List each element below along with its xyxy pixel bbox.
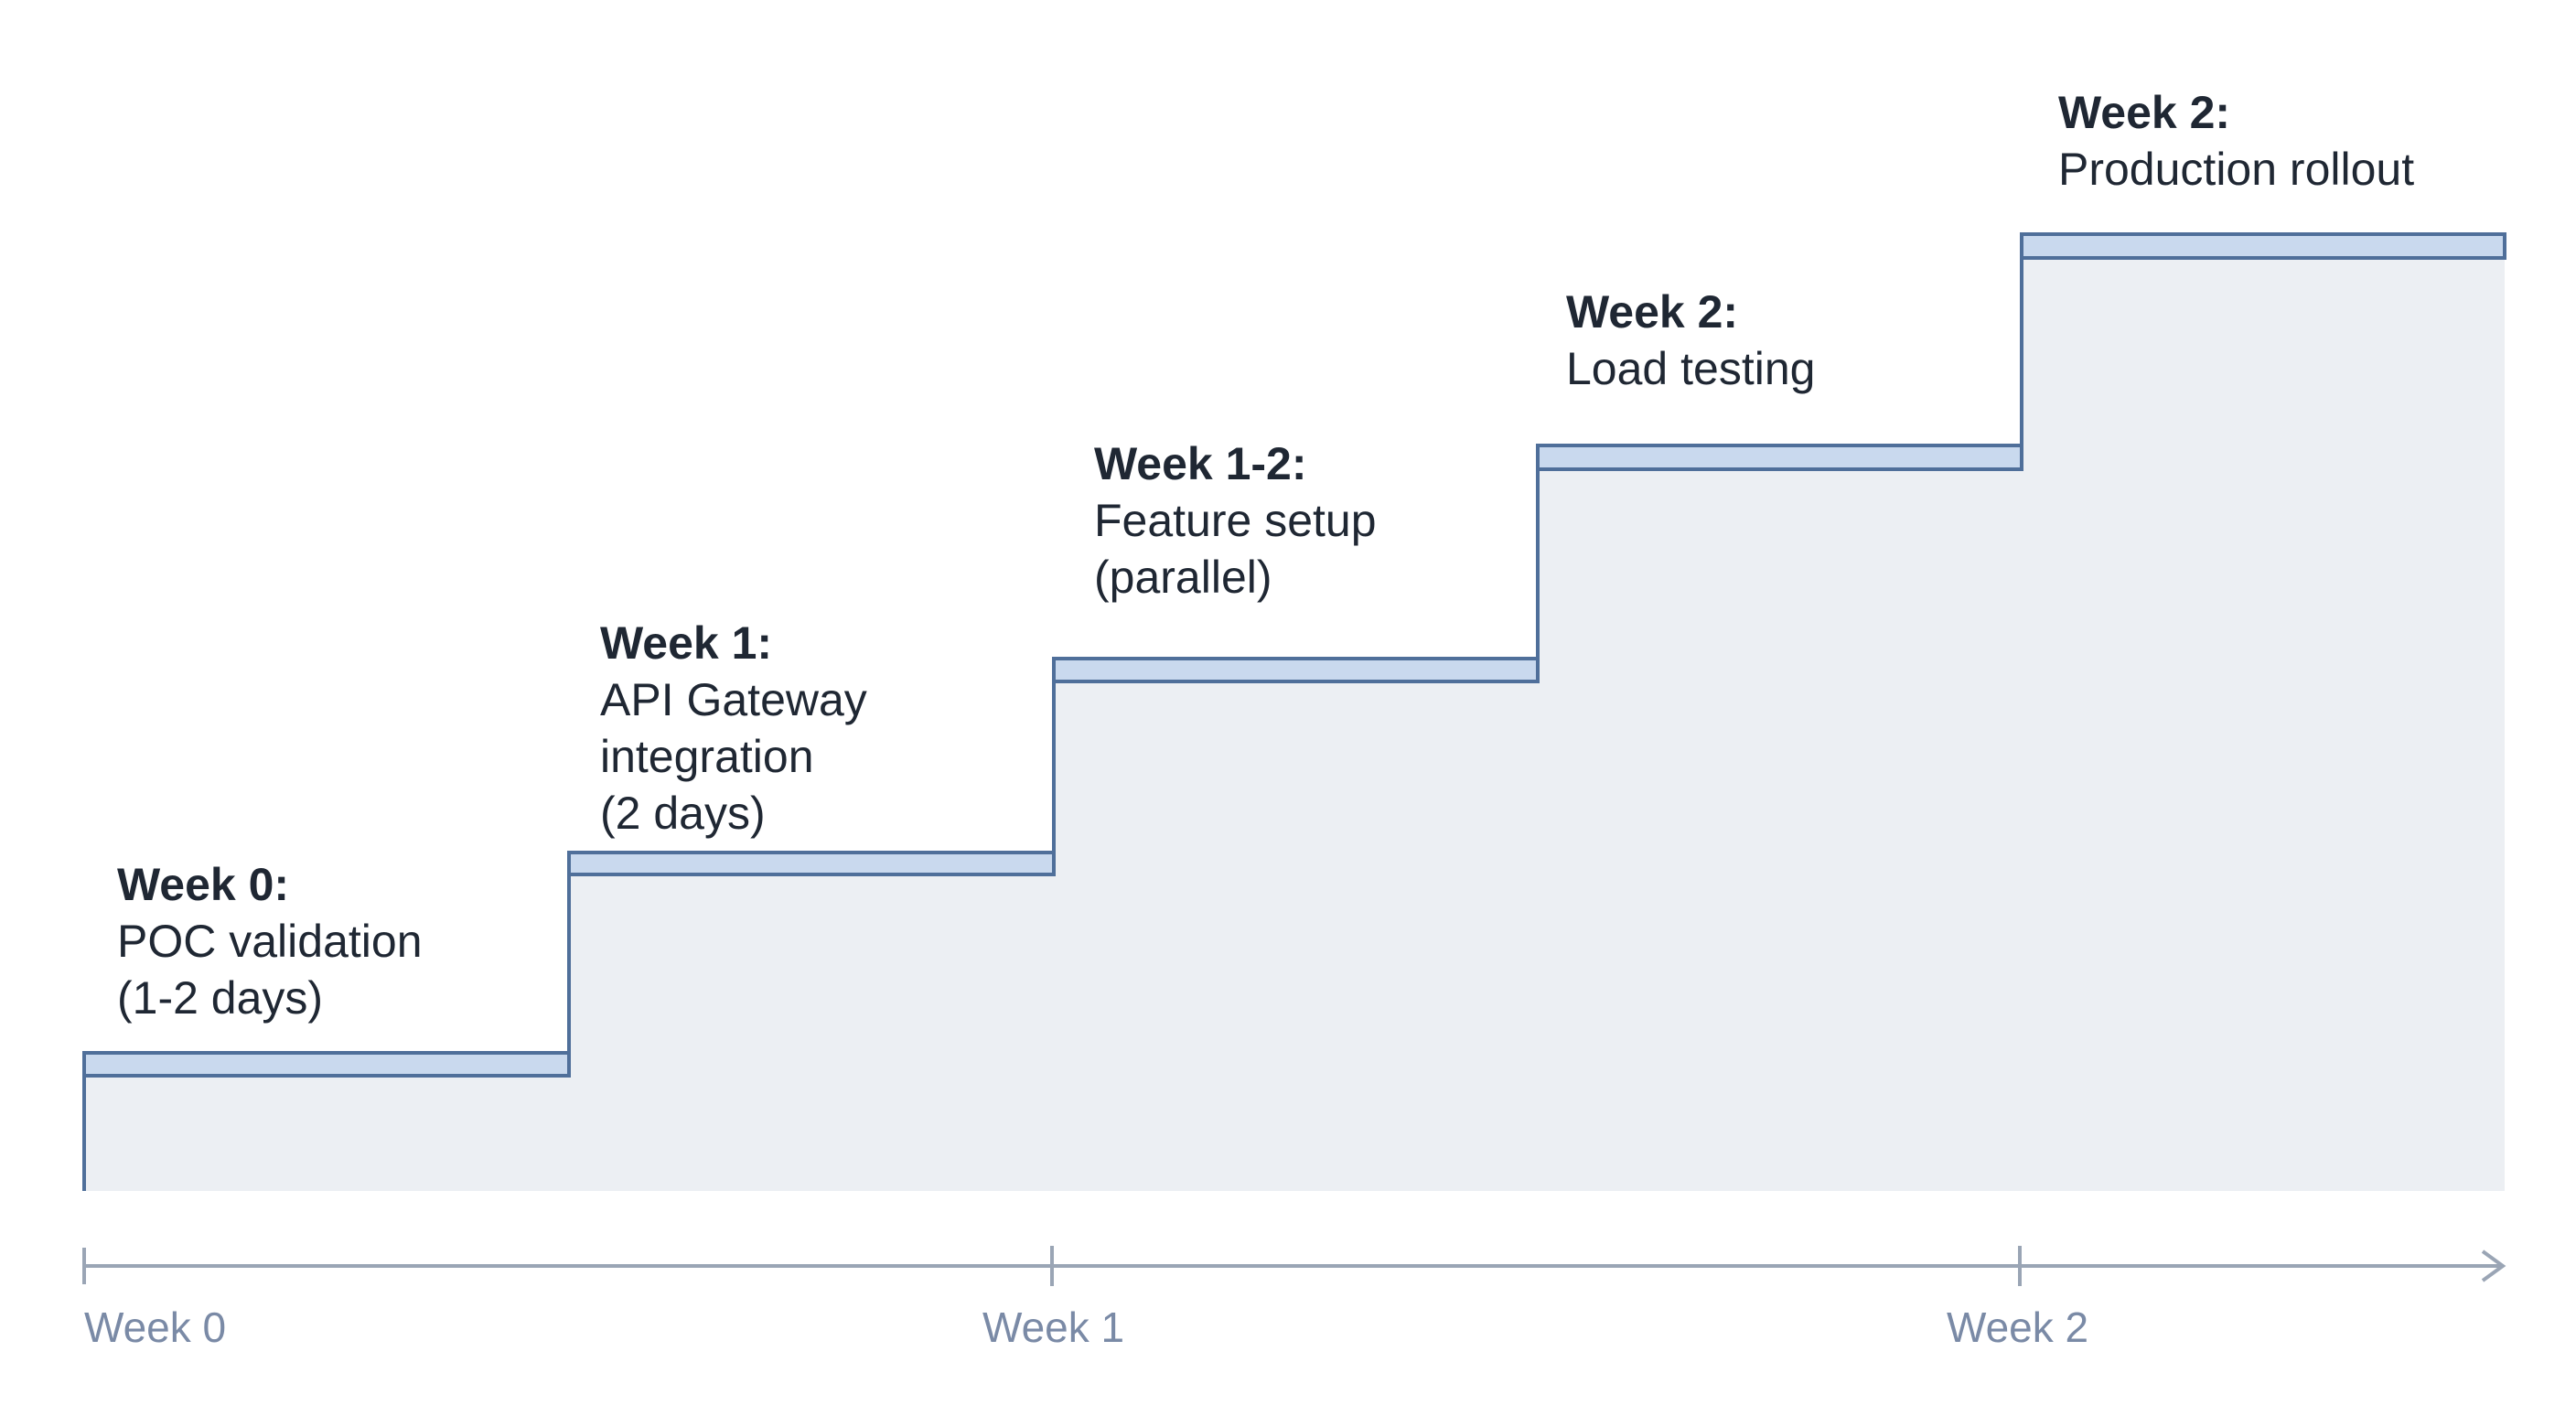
step-tread-week-2-load (1536, 444, 2023, 471)
step-heading: Week 0: (117, 859, 290, 910)
step-heading: Week 2: (2058, 87, 2231, 138)
axis-label-week-0: Week 0 (84, 1303, 227, 1351)
step-tread-week-1 (567, 851, 1056, 876)
step-duration: (parallel) (1094, 552, 1272, 603)
axis-label-week-1: Week 1 (982, 1303, 1125, 1351)
step-duration: (1-2 days) (117, 972, 324, 1024)
step-description: integration (600, 731, 814, 782)
step-description: Feature setup (1094, 495, 1377, 546)
step-label-week-1: Week 1: API Gateway integration (2 days) (600, 615, 867, 842)
step-description: Load testing (1566, 343, 1816, 394)
step-tread-week-0 (82, 1051, 571, 1078)
step-tread-week-1-2 (1052, 657, 1540, 683)
step-description: API Gateway (600, 674, 867, 725)
step-heading: Week 2: (1566, 286, 1739, 338)
step-duration: (2 days) (600, 788, 766, 839)
step-label-week-2-load-testing: Week 2: Load testing (1566, 284, 1815, 397)
step-heading: Week 1-2: (1094, 438, 1307, 489)
step-tread-week-2-rollout (2020, 232, 2506, 260)
step-label-week-0: Week 0: POC validation (1-2 days) (117, 856, 423, 1026)
axis-label-week-2: Week 2 (1947, 1303, 2089, 1351)
step-label-week-2-production-rollout: Week 2: Production rollout (2058, 84, 2414, 198)
staircase-area (84, 247, 2505, 1191)
step-description: Production rollout (2058, 144, 2415, 195)
time-axis-arrowhead (2481, 1249, 2506, 1282)
step-description: POC validation (117, 916, 423, 967)
step-label-week-1-2: Week 1-2: Feature setup (parallel) (1094, 435, 1377, 606)
step-heading: Week 1: (600, 617, 773, 669)
